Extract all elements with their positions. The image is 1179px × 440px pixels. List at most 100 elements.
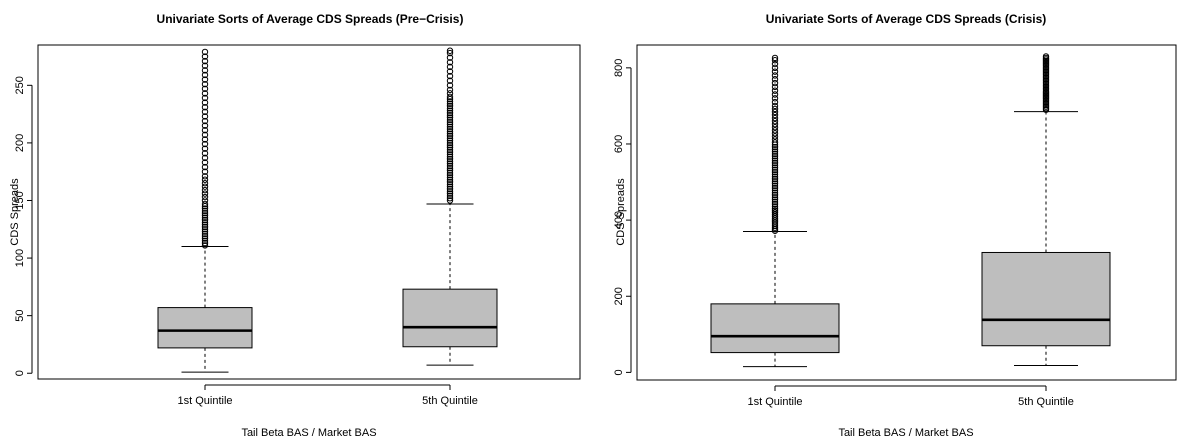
y-tick-label: 150 [14,191,26,209]
outlier-point [446,49,454,57]
outlier-point [771,205,779,212]
outlier-point [201,48,209,56]
outlier-point [201,62,209,69]
outlier-point [446,105,454,112]
outlier-point [201,94,209,102]
outlier-point [446,183,454,190]
x-tick-label: 1st Quintile [177,395,232,407]
x-tick-label: 5th Quintile [422,395,478,407]
outlier-point [201,180,209,187]
outlier-point [771,198,779,206]
outlier-point [201,230,209,238]
outlier-point [771,124,779,131]
outlier-point [771,209,779,216]
outlier-point [446,59,454,66]
outlier-point [446,128,454,135]
outlier-point [771,68,779,75]
outlier-point [446,194,454,202]
outlier-point [446,185,454,193]
chart-title: Univariate Sorts of Average CDS Spreads … [766,12,1047,26]
outlier-point [201,216,209,224]
outlier-point [446,155,454,163]
outlier-point [446,144,454,151]
outlier-point [771,139,779,146]
outlier-point [771,114,779,122]
outlier-point [1042,53,1050,60]
x-axis-label: Tail Beta BAS / Market BAS [241,427,376,439]
outlier-point [771,164,779,171]
y-tick-label: 0 [613,369,625,375]
outlier-point [771,168,779,176]
outlier-point [771,162,779,169]
outlier-point [771,64,779,72]
outlier-point [771,150,779,158]
outlier-point [201,223,209,231]
outlier-point [201,117,209,125]
outlier-point [201,232,209,240]
outlier-point [771,130,779,137]
outlier-point [446,153,454,160]
outlier-point [446,100,454,107]
outlier-point [201,237,209,244]
y-axis-label: CDS Spreads [9,178,21,246]
outlier-point [201,131,209,139]
outlier-point [771,178,779,185]
outlier-point [446,188,454,195]
outlier-point [771,148,779,155]
outlier-point [771,157,779,164]
outlier-point [771,117,779,125]
outlier-point [201,122,209,129]
outlier-point [446,160,454,167]
outlier-point [201,221,209,228]
outlier-point [446,118,454,126]
outlier-point [771,120,779,128]
outlier-point [201,159,209,166]
x-tick-label: 5th Quintile [1018,396,1074,408]
outlier-point [446,123,454,130]
outlier-point [201,173,209,180]
outlier-point [201,99,209,106]
outlier-point [771,111,779,119]
outlier-point [771,194,779,201]
outlier-point [446,109,454,117]
outlier-point [201,197,209,204]
outlier-point [201,200,209,208]
outlier-point [446,167,454,174]
y-tick-label: 50 [14,310,26,322]
iqr-box [402,288,498,348]
chart-panel-2: Univariate Sorts of Average CDS Spreads … [613,12,1177,439]
outlier-point [201,76,209,83]
outlier-point [446,158,454,165]
outlier-point [771,182,779,190]
outlier-point [771,54,779,62]
outlier-point [446,121,454,128]
outlier-point [771,91,779,98]
outlier-point [201,67,209,74]
outlier-point [771,189,779,196]
outlier-point [771,187,779,194]
outlier-point [446,169,454,177]
outlier-point [201,53,209,60]
plot-frame [636,44,1177,381]
outlier-point [201,127,209,134]
outlier-point [771,57,779,64]
outlier-point [771,152,779,160]
outlier-point [201,207,209,215]
outlier-point [771,83,779,91]
outlier-point [201,85,209,92]
outlier-point [201,228,209,235]
outlier-point [446,125,454,133]
y-tick-label: 600 [613,135,625,153]
outlier-point [201,80,209,88]
outlier-point [446,114,454,121]
outlier-point [771,105,779,113]
outlier-point [201,57,209,65]
outlier-point [201,209,209,217]
outlier-point [446,181,454,188]
outlier-point [446,82,454,89]
box-1 [157,48,253,373]
outlier-point [446,192,454,200]
outlier-point [771,127,779,134]
outlier-point [446,165,454,172]
